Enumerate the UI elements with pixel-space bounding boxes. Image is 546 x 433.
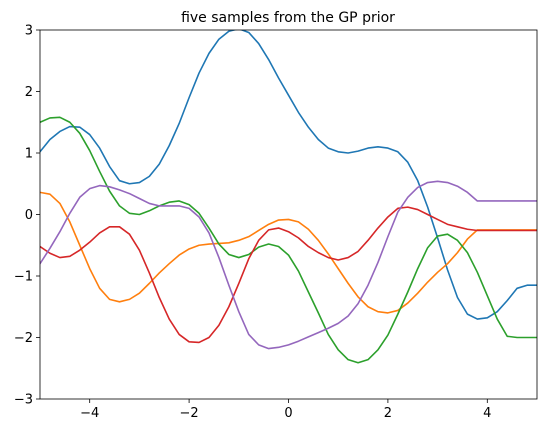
series-line-4 — [40, 206, 537, 344]
series-line-3 — [40, 116, 537, 364]
series-line-2 — [40, 191, 537, 314]
x-axis: −4 −2 0 2 4 — [80, 399, 491, 421]
y-axis: −3 −2 −1 0 1 2 3 — [14, 24, 40, 408]
y-tick-label: −2 — [14, 331, 33, 346]
x-tick-label: 4 — [483, 406, 491, 421]
series-line-1 — [40, 30, 537, 320]
y-tick-label: 0 — [25, 208, 33, 223]
series-layer — [40, 30, 537, 364]
y-tick-label: 3 — [25, 24, 33, 39]
x-tick-label: −4 — [80, 406, 99, 421]
y-tick-label: −1 — [14, 270, 33, 285]
y-tick-label: −3 — [14, 393, 33, 408]
plot-frame — [39, 29, 538, 400]
series-line-5 — [40, 180, 537, 350]
x-tick-label: 0 — [284, 406, 292, 421]
x-tick-label: 2 — [384, 406, 392, 421]
chart-title: five samples from the GP prior — [181, 10, 395, 26]
y-tick-label: 2 — [25, 85, 33, 100]
x-tick-label: −2 — [180, 406, 199, 421]
y-tick-label: 1 — [25, 147, 33, 162]
